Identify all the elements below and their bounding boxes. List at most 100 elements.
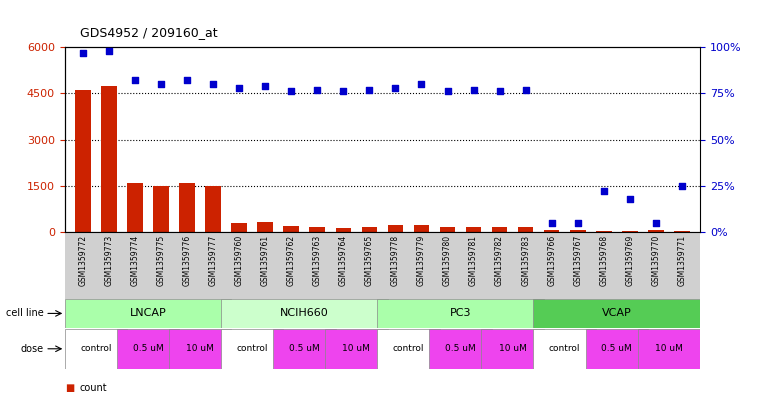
Point	[597, 188, 610, 195]
Text: GSM1359775: GSM1359775	[157, 235, 166, 286]
Bar	[533, 329, 596, 369]
Point	[260, 83, 272, 89]
Point	[311, 86, 323, 93]
Text: control: control	[549, 344, 581, 353]
Text: GSM1359763: GSM1359763	[313, 235, 322, 286]
Text: count: count	[80, 383, 107, 393]
Point	[572, 219, 584, 226]
Text: GSM1359781: GSM1359781	[469, 235, 478, 286]
Bar	[466, 227, 482, 232]
Text: 10 uM: 10 uM	[655, 344, 683, 353]
Bar	[257, 222, 273, 232]
Bar	[361, 227, 377, 232]
Text: 10 uM: 10 uM	[342, 344, 371, 353]
Text: GSM1359773: GSM1359773	[104, 235, 113, 286]
Bar	[283, 226, 299, 232]
Bar	[377, 329, 440, 369]
Point	[285, 88, 298, 95]
Bar	[585, 329, 648, 369]
Point	[337, 88, 349, 95]
Text: 0.5 uM: 0.5 uM	[132, 344, 164, 353]
Text: GSM1359768: GSM1359768	[599, 235, 608, 286]
Bar	[65, 299, 231, 328]
Point	[129, 77, 141, 84]
Bar	[231, 223, 247, 232]
Text: control: control	[80, 344, 112, 353]
Point	[676, 182, 688, 189]
Bar	[336, 228, 351, 232]
Text: control: control	[237, 344, 268, 353]
Text: GSM1359761: GSM1359761	[261, 235, 269, 286]
Text: GSM1359766: GSM1359766	[547, 235, 556, 286]
Bar	[482, 329, 544, 369]
Point	[77, 50, 89, 56]
Text: GSM1359777: GSM1359777	[209, 235, 218, 286]
Text: PC3: PC3	[450, 309, 471, 318]
Text: GSM1359767: GSM1359767	[573, 235, 582, 286]
Text: GSM1359760: GSM1359760	[234, 235, 244, 286]
Text: GSM1359762: GSM1359762	[287, 235, 296, 286]
Bar	[414, 225, 429, 232]
Text: 10 uM: 10 uM	[186, 344, 214, 353]
Point	[520, 86, 532, 93]
Text: GSM1359782: GSM1359782	[495, 235, 504, 286]
Bar	[648, 230, 664, 232]
Bar	[127, 183, 143, 232]
Bar	[273, 329, 336, 369]
Point	[650, 219, 662, 226]
Bar	[429, 329, 492, 369]
Text: VCAP: VCAP	[602, 309, 632, 318]
Bar	[674, 231, 689, 232]
Bar	[387, 225, 403, 232]
Bar	[101, 86, 116, 232]
Point	[493, 88, 505, 95]
Text: 0.5 uM: 0.5 uM	[445, 344, 476, 353]
Point	[441, 88, 454, 95]
Text: GSM1359772: GSM1359772	[78, 235, 88, 286]
Text: GSM1359771: GSM1359771	[677, 235, 686, 286]
Text: GDS4952 / 209160_at: GDS4952 / 209160_at	[80, 26, 218, 39]
Text: 10 uM: 10 uM	[498, 344, 527, 353]
Point	[416, 81, 428, 87]
Bar	[596, 231, 612, 232]
Point	[103, 48, 115, 54]
Text: GSM1359783: GSM1359783	[521, 235, 530, 286]
Bar	[169, 329, 231, 369]
Text: ■: ■	[65, 383, 74, 393]
Bar	[205, 186, 221, 232]
Point	[546, 219, 558, 226]
Bar	[517, 227, 533, 232]
Bar	[377, 299, 544, 328]
Text: control: control	[393, 344, 424, 353]
Bar	[325, 329, 387, 369]
Text: GSM1359776: GSM1359776	[183, 235, 192, 286]
Point	[390, 84, 402, 91]
Point	[363, 86, 375, 93]
Text: GSM1359774: GSM1359774	[130, 235, 139, 286]
Text: GSM1359765: GSM1359765	[365, 235, 374, 286]
Bar	[153, 186, 169, 232]
Text: GSM1359778: GSM1359778	[391, 235, 400, 286]
Text: cell line: cell line	[6, 309, 44, 318]
Bar	[544, 230, 559, 232]
Bar	[638, 329, 700, 369]
Text: GSM1359764: GSM1359764	[339, 235, 348, 286]
Bar	[622, 231, 638, 232]
Bar	[116, 329, 180, 369]
Bar	[310, 227, 325, 232]
Bar	[221, 299, 387, 328]
Text: 0.5 uM: 0.5 uM	[601, 344, 632, 353]
Text: GSM1359779: GSM1359779	[417, 235, 426, 286]
Bar	[180, 183, 195, 232]
Text: GSM1359769: GSM1359769	[626, 235, 635, 286]
Bar	[75, 90, 91, 232]
Text: NCIH660: NCIH660	[280, 309, 329, 318]
Text: LNCAP: LNCAP	[129, 309, 167, 318]
Point	[207, 81, 219, 87]
Text: GSM1359780: GSM1359780	[443, 235, 452, 286]
Point	[467, 86, 479, 93]
Bar	[533, 299, 700, 328]
Bar	[65, 329, 127, 369]
Bar	[570, 230, 585, 232]
Point	[233, 84, 245, 91]
